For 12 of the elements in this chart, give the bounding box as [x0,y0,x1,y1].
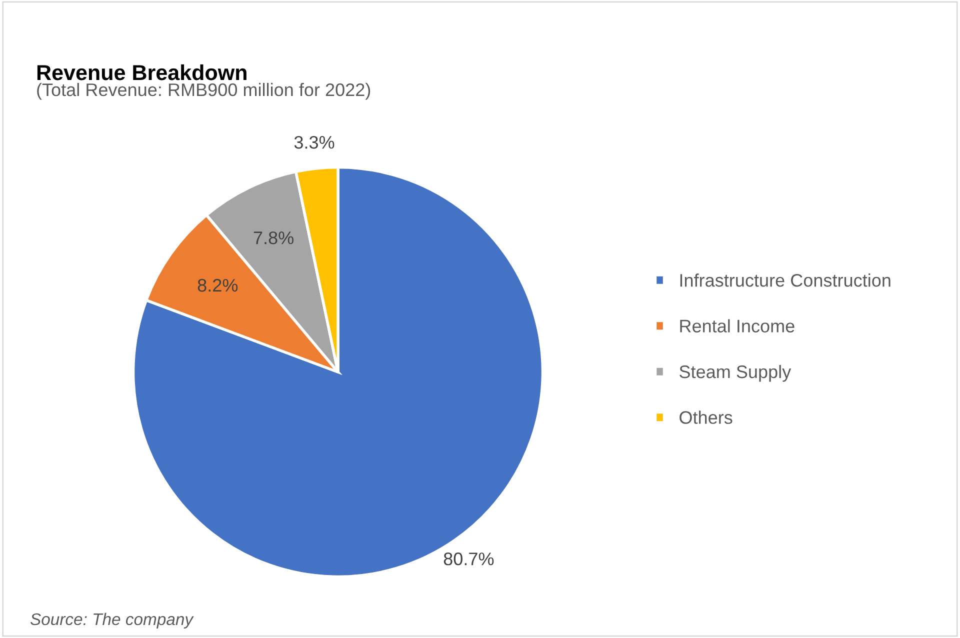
data-label: 8.2% [198,278,238,292]
chart-subtitle: (Total Revenue: RMB900 million for 2022) [37,82,370,100]
chart-title: Revenue Breakdown [37,64,246,80]
legend-label: Infrastructure Construction [680,274,890,287]
pie-slice [132,166,544,578]
data-label: 3.3% [294,136,334,149]
legend-label: Others [680,410,732,424]
data-label: 80.7% [444,552,494,566]
source-note: Source: The company [30,612,194,628]
data-label: 7.8% [254,231,294,244]
legend-label: Steam Supply [680,364,792,382]
legend-label: Rental Income [680,319,794,332]
